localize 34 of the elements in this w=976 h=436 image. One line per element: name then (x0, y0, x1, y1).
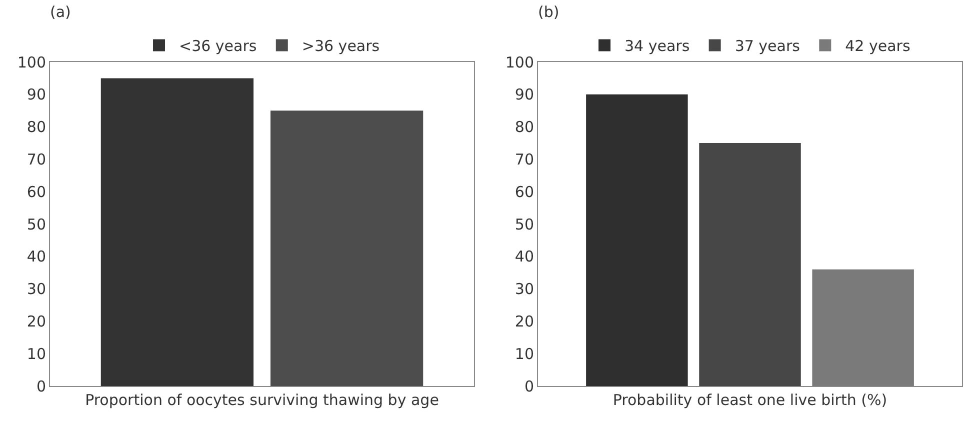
legend-label: 42 years (845, 37, 910, 56)
chart-title: (a) (50, 3, 71, 22)
y-tick-label: 70 (514, 150, 534, 168)
bar (586, 94, 688, 386)
legend-label: 34 years (624, 37, 690, 56)
y-tick-label: 50 (26, 215, 46, 234)
y-tick-label: 80 (514, 118, 534, 136)
x-axis-title: Probability of least one live birth (%) (612, 391, 888, 409)
bar (699, 143, 801, 386)
y-tick-label: 20 (26, 312, 46, 330)
legend-label: 37 years (734, 37, 800, 56)
y-tick-label: 30 (514, 280, 534, 298)
y-tick-label: 0 (524, 377, 534, 396)
y-tick-label: 90 (26, 86, 46, 104)
y-tick-label: 60 (514, 182, 534, 201)
y-tick-label: 80 (26, 118, 46, 136)
y-tick-label: 10 (26, 344, 46, 363)
y-tick-label: 100 (17, 53, 46, 72)
y-tick-label: 70 (26, 150, 46, 168)
y-tick-label: 90 (514, 86, 534, 104)
y-tick-label: 60 (26, 182, 46, 201)
legend-label: <36 years (179, 37, 257, 56)
y-tick-label: 20 (514, 312, 534, 330)
y-tick-label: 50 (514, 215, 534, 234)
legend-label: >36 years (302, 37, 380, 56)
x-axis-title: Proportion of oocytes surviving thawing by age (85, 391, 439, 409)
bar (812, 269, 914, 386)
y-tick-label: 10 (514, 344, 534, 363)
y-tick-label: 40 (26, 248, 46, 266)
chart-title: (b) (538, 3, 560, 22)
y-tick-label: 100 (505, 53, 534, 72)
y-tick-label: 30 (26, 280, 46, 298)
y-tick-label: 40 (514, 248, 534, 266)
y-tick-label: 0 (36, 377, 46, 396)
